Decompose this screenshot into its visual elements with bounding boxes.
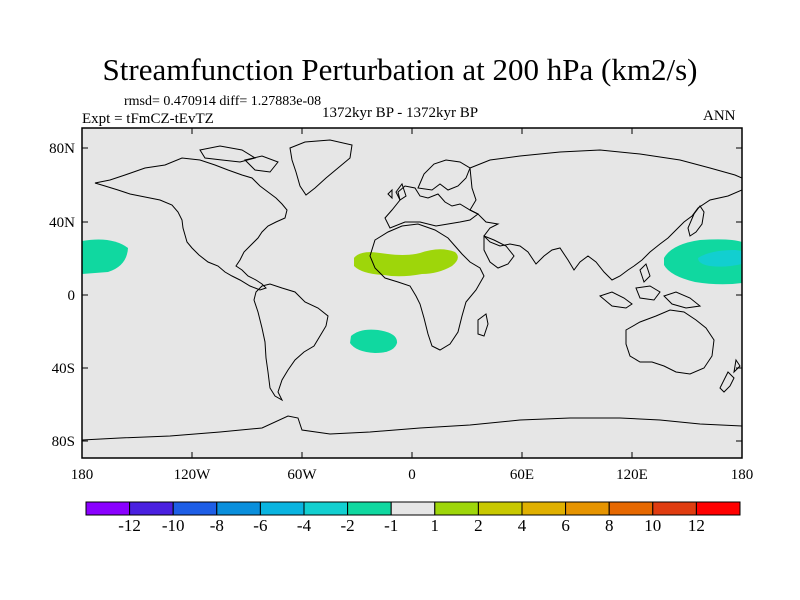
lon-ticks [81,128,743,458]
coast-scandinavia [417,159,471,191]
colorbar-swatch [347,501,392,516]
experiment-label: Expt = tFmCZ-tEvTZ [82,111,214,127]
anomaly-central-pacific [82,239,128,274]
colorbar-swatch [434,501,479,516]
colorbar-swatch [216,501,261,516]
colorbar-swatch [259,501,305,516]
colorbar-label: 2 [474,516,483,535]
colorbar-swatch [652,501,697,516]
coast-indonesia [598,263,702,309]
colorbar-label: 4 [517,516,527,535]
coast-australia [625,309,715,375]
coast-british-isles [387,182,407,201]
colorbar-label: -8 [209,516,224,535]
colorbar-swatch [695,501,741,516]
colorbar-label: -1 [384,516,399,535]
season-label: ANN [703,108,736,124]
coast-madagascar [477,313,489,337]
colorbar-label: 12 [687,516,705,535]
colorbar-swatch [565,501,610,516]
colorbar-label: -10 [161,516,185,535]
lat-label-80s: 80S [52,434,75,450]
colorbar-label: -6 [253,516,268,535]
anomaly-south-atlantic [350,329,398,353]
lat-ticks [82,147,742,442]
anomaly-west-africa [354,249,458,277]
coast-new-zealand [719,358,741,393]
coast-north-america [94,157,288,291]
lon-label-180w: 180 [71,467,94,483]
lat-label-80n: 80N [49,141,75,157]
coast-arctic-islands [199,145,279,173]
colorbar-label: 10 [644,516,662,535]
map-panel [82,128,742,458]
colorbar-label: -12 [118,516,141,535]
period-label: 1372kyr BP - 1372kyr BP [321,105,479,121]
colorbar-swatch [477,501,523,516]
lon-label-120w: 120W [174,467,212,483]
lat-label-0: 0 [68,288,76,304]
coast-antarctica [82,415,742,441]
colorbar-label: 1 [430,516,440,535]
chart-title: Streamfunction Perturbation at 200 hPa (… [102,52,698,87]
coast-greenland [289,139,353,196]
lon-label-60e: 60E [510,467,534,483]
coast-arabia [483,235,515,269]
coast-japan [687,205,705,237]
coast-europe [384,185,479,229]
colorbar-swatch [303,501,349,516]
colorbar-label: -2 [340,516,355,535]
colorbar-swatch [608,501,654,516]
lon-label-0: 0 [408,467,416,483]
coastlines [82,139,742,441]
coast-south-america [253,283,329,402]
colorbar-swatch [129,501,174,516]
stats-text: rmsd= 0.470914 diff= 1.27883e-08 [124,94,322,109]
lat-label-40s: 40S [52,361,75,377]
colorbar-swatch [390,501,436,516]
colorbar-label: -4 [296,516,312,535]
colorbar-swatch [85,501,131,516]
colorbar-label: 6 [561,516,570,535]
lat-label-40n: 40N [49,215,75,231]
lon-label-60w: 60W [287,467,317,483]
colorbar-swatch [521,501,567,516]
colorbar-label: 8 [604,516,614,535]
coast-africa [369,223,485,351]
anomaly-nw-pacific-inner [698,250,742,267]
colorbar [85,501,741,516]
colorbar-swatch [172,501,218,516]
lon-label-120e: 120E [616,467,648,483]
lon-label-180e: 180 [731,467,754,483]
